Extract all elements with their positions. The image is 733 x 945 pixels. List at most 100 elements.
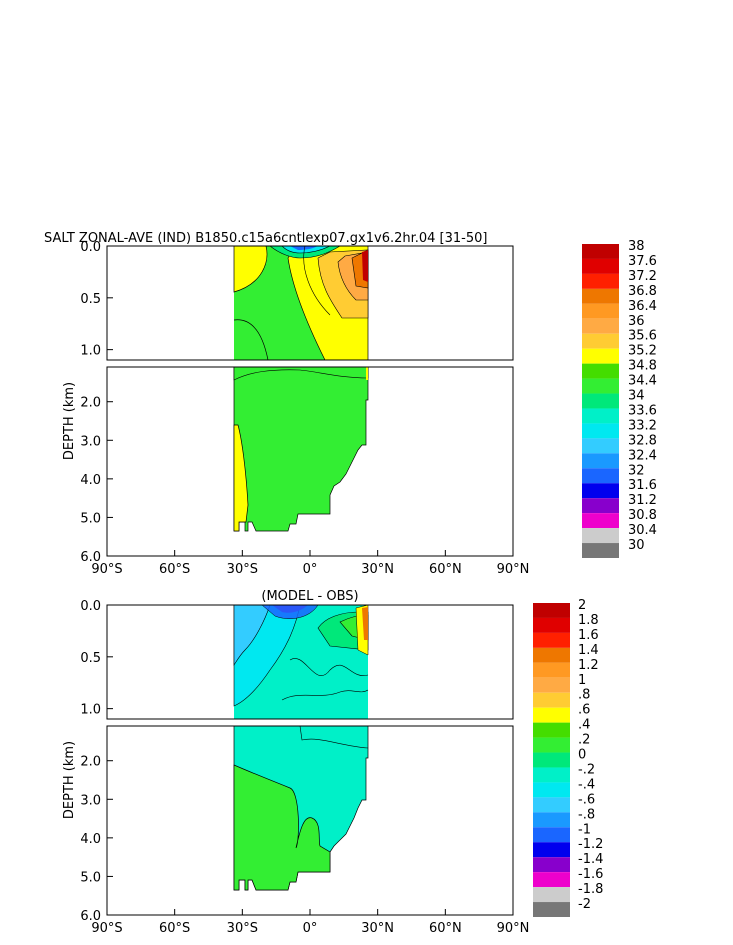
bottom-upper-frame xyxy=(106,604,514,720)
top-lower-deep-yellow xyxy=(233,424,249,532)
bottom-colorbar-label: -.8 xyxy=(578,807,595,822)
bottom-colorbar-swatch xyxy=(533,797,570,813)
top-colorbar-swatch xyxy=(582,498,619,514)
top-xtick-label: 60°S xyxy=(159,562,190,577)
top-ytick-label: 0.5 xyxy=(80,292,101,307)
bottom-upper-positive-north4 xyxy=(362,607,368,640)
top-colorbar-swatch xyxy=(582,453,619,469)
top-colorbar-swatch xyxy=(582,333,619,349)
bottom-ylabel: DEPTH (km) xyxy=(62,741,77,819)
top-colorbar-label: 36.8 xyxy=(628,284,657,299)
top-colorbar-swatch xyxy=(582,483,619,499)
top-colorbar-label: 30.8 xyxy=(628,508,657,523)
top-colorbar-label: 36.4 xyxy=(628,299,657,314)
bottom-ytick-label: 3.0 xyxy=(80,793,101,808)
bottom-colorbar-swatch xyxy=(533,603,570,618)
top-ytick-label: 4.0 xyxy=(80,473,101,488)
bottom-colorbar-swatch xyxy=(533,692,570,708)
bottom-colorbar-label: -.4 xyxy=(578,777,595,792)
top-upper-fresh-left xyxy=(233,246,268,293)
top-xtick-label: 30°S xyxy=(227,562,258,577)
top-lower-north-patch xyxy=(233,367,369,381)
bottom-colorbar-label: -1.6 xyxy=(578,867,603,882)
top-colorbar-label: 34 xyxy=(628,389,645,404)
bottom-colorbar-swatch xyxy=(533,752,570,768)
colorbars: 3837.637.236.836.43635.635.234.834.43433… xyxy=(533,239,657,917)
top-colorbar-label: 34.4 xyxy=(628,374,657,389)
bottom-colorbar-swatch xyxy=(533,722,570,738)
bottom-ytick-label: 1.0 xyxy=(80,703,101,718)
bottom-xtick-label: 30°S xyxy=(227,921,258,936)
bottom-colorbar-label: 0 xyxy=(578,748,586,763)
bottom-upper-field xyxy=(233,605,369,719)
top-xtick-label: 0° xyxy=(303,562,318,577)
bottom-colorbar-swatch xyxy=(533,647,570,663)
top-xtick-label: 30°N xyxy=(361,562,394,577)
bottom-xtick-label: 60°N xyxy=(429,921,462,936)
bottom-xtick-label: 60°S xyxy=(159,921,190,936)
bottom-colorbar-label: 1.8 xyxy=(578,613,599,628)
bottom-ytick-label: 0.5 xyxy=(80,651,101,666)
top-colorbar-label: 32.4 xyxy=(628,448,657,463)
bottom-upper-contour-1 xyxy=(289,658,369,676)
top-upper-fresh-band3 xyxy=(290,246,318,250)
bottom-colorbar-label: -.2 xyxy=(578,762,595,777)
bottom-upper-contour-2 xyxy=(281,689,369,701)
top-colorbar-swatch xyxy=(582,393,619,409)
top-colorbar-swatch xyxy=(582,423,619,439)
top-ytick-label: 0.0 xyxy=(80,240,101,255)
bottom-upper-negative-west2 xyxy=(233,605,271,666)
top-colorbar-swatch xyxy=(582,318,619,334)
top-colorbar-swatch xyxy=(582,378,619,394)
bottom-colorbar-label: -1.8 xyxy=(578,882,603,897)
top-ylabel: DEPTH (km) xyxy=(62,382,77,460)
bottom-colorbar-swatch xyxy=(533,887,570,903)
bottom-colorbar-swatch xyxy=(533,617,570,633)
top-colorbar-swatch xyxy=(582,258,619,274)
bottom-colorbar-label: -2 xyxy=(578,897,591,912)
bottom-ytick-label: 4.0 xyxy=(80,832,101,847)
top-ytick-label: 6.0 xyxy=(80,550,101,565)
bottom-colorbar-label: 1.6 xyxy=(578,628,599,643)
top-upper-salty-core4 xyxy=(362,250,368,282)
top-xtick-label: 90°N xyxy=(497,562,530,577)
top-colorbar-label: 35.6 xyxy=(628,329,657,344)
bottom-colorbar-label: -1.4 xyxy=(578,852,603,867)
bottom-colorbar-label: -1 xyxy=(578,822,591,837)
top-colorbar-label: 36 xyxy=(628,314,645,329)
bottom-colorbar-swatch xyxy=(533,662,570,678)
top-colorbar-label: 33.6 xyxy=(628,403,657,418)
top-colorbar-label: 37.2 xyxy=(628,269,657,284)
bottom-lower-field xyxy=(233,726,369,891)
bottom-colorbar-swatch xyxy=(533,767,570,783)
top-colorbar-swatch xyxy=(582,438,619,454)
bottom-xtick-label: 90°N xyxy=(497,921,530,936)
top-upper-contour-1 xyxy=(233,319,269,360)
bottom-colorbar-label: .6 xyxy=(578,703,590,718)
top-colorbar-swatch xyxy=(582,273,619,289)
top-colorbar-label: 31.2 xyxy=(628,493,657,508)
top-upper-contour-2 xyxy=(303,246,331,316)
top-colorbar-label: 32 xyxy=(628,463,645,478)
bottom-colorbar-swatch xyxy=(533,677,570,693)
top-lower-ocean xyxy=(233,367,369,532)
top-colorbar-label: 34.8 xyxy=(628,359,657,374)
bottom-colorbar-swatch xyxy=(533,857,570,873)
top-colorbar-swatch xyxy=(582,528,619,544)
bottom-panel xyxy=(106,604,514,916)
top-colorbar-label: 30 xyxy=(628,538,645,553)
bottom-colorbar-swatch xyxy=(533,737,570,753)
bottom-ytick-label: 2.0 xyxy=(80,755,101,770)
bottom-ytick-label: 5.0 xyxy=(80,870,101,885)
bottom-xtick-label: 90°S xyxy=(91,921,122,936)
top-upper-field xyxy=(233,246,369,360)
bottom-colorbar-label: 2 xyxy=(578,598,586,613)
top-colorbar-swatch xyxy=(582,543,619,558)
top-ytick-label: 1.0 xyxy=(80,344,101,359)
axes-layer: 90°S 60°S 30°S 0° 30°N 60°N 90°N 0.0 0.5 1.0 2.0 3.… xyxy=(62,240,529,936)
difference-subtitle: (MODEL - OBS) xyxy=(261,589,358,604)
bottom-lower-positive-deep xyxy=(233,764,331,891)
bottom-colorbar-swatch xyxy=(533,827,570,843)
bottom-colorbar-swatch xyxy=(533,782,570,798)
